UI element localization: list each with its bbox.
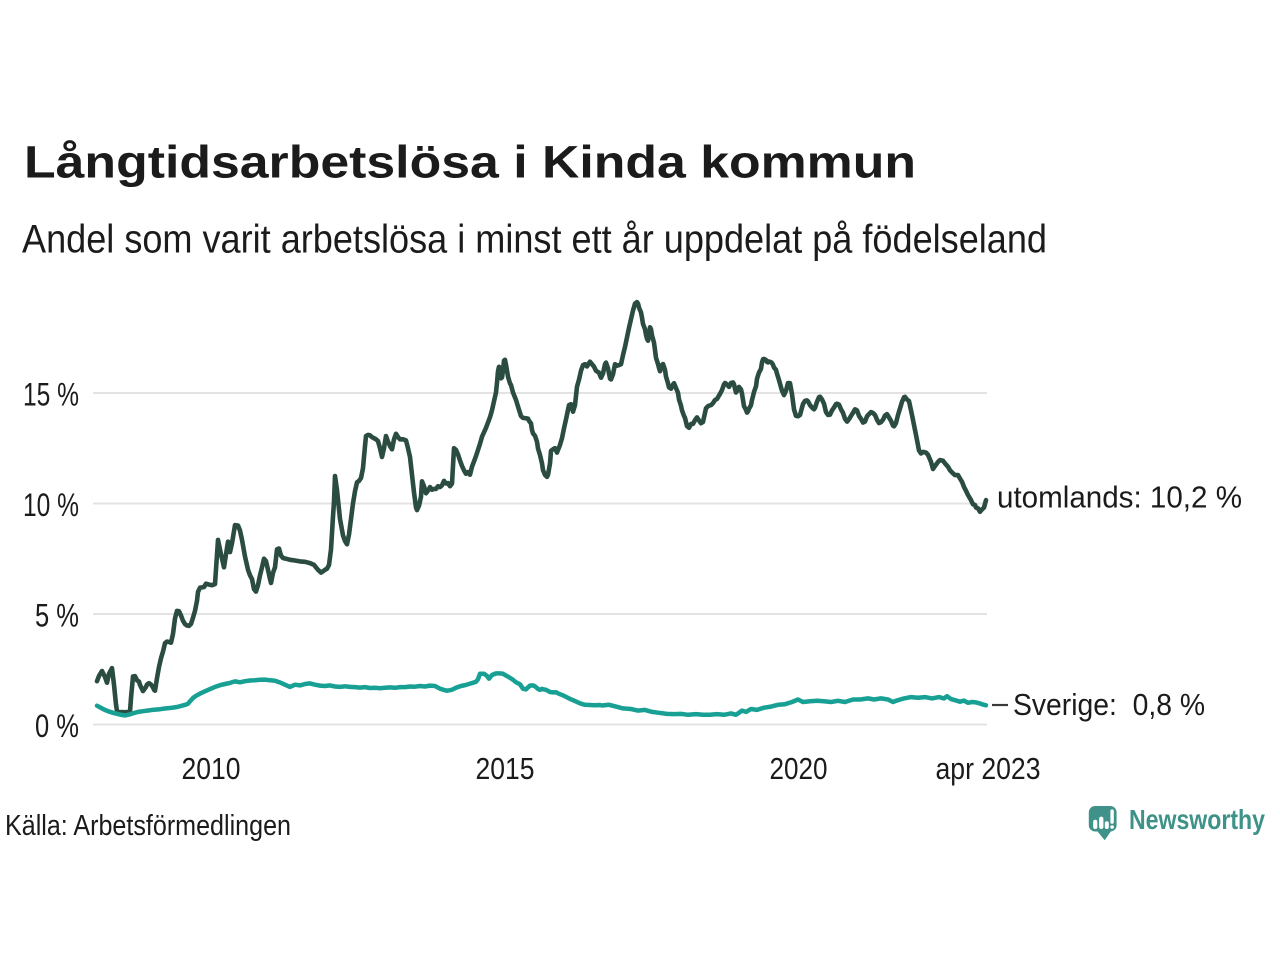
svg-text:apr 2023: apr 2023 <box>936 751 1041 786</box>
svg-text:Sverige: 0,8 %: Sverige: 0,8 % <box>1013 687 1205 722</box>
svg-text:Andel som varit arbetslösa i m: Andel som varit arbetslösa i minst ett å… <box>22 218 1047 262</box>
svg-text:15 %: 15 % <box>23 377 79 413</box>
svg-text:2010: 2010 <box>182 751 241 786</box>
svg-text:2015: 2015 <box>476 751 535 786</box>
svg-text:Källa: Arbetsförmedlingen: Källa: Arbetsförmedlingen <box>5 810 291 842</box>
svg-text:0 %: 0 % <box>35 708 79 744</box>
svg-text:utomlands: 10,2 %: utomlands: 10,2 % <box>997 480 1242 515</box>
svg-text:10 %: 10 % <box>23 487 79 523</box>
svg-text:Långtidsarbetslösa i Kinda kom: Långtidsarbetslösa i Kinda kommun <box>24 137 916 188</box>
svg-text:5 %: 5 % <box>35 598 79 634</box>
svg-text:Newsworthy: Newsworthy <box>1129 804 1265 835</box>
svg-text:2020: 2020 <box>770 751 828 786</box>
